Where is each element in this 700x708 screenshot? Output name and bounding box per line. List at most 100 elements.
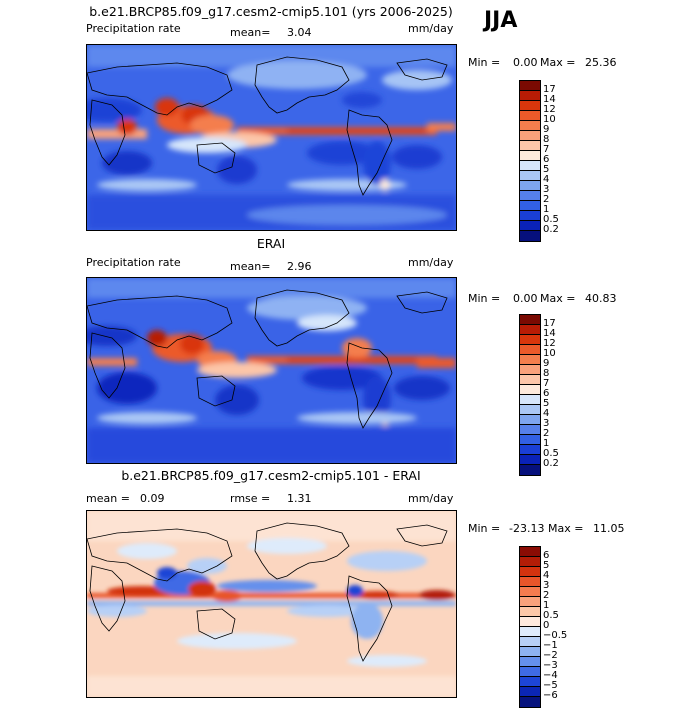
colorbar-tick-label: 8: [543, 134, 550, 145]
colorbar-cell: [520, 617, 540, 627]
colorbar-tick-label: 17: [543, 318, 556, 329]
panel2-mean-value: 2.96: [287, 260, 312, 273]
colorbar-cell: [520, 231, 540, 241]
colorbar-cell: [520, 405, 540, 415]
colorbar-tick-label: 6: [543, 550, 550, 561]
panel3-min-value: -23.13: [509, 522, 545, 535]
colorbar-tick-label: 8: [543, 368, 550, 379]
panel2-colorbar: [519, 314, 541, 476]
panel3-title: b.e21.BRCP85.f09_g17.cesm2-cmip5.101 - E…: [121, 468, 421, 483]
colorbar-cell: [520, 395, 540, 405]
panel1-mean-value: 3.04: [287, 26, 312, 39]
colorbar-cell: [520, 647, 540, 657]
colorbar-cell: [520, 201, 540, 211]
colorbar-tick-label: 12: [543, 104, 556, 115]
colorbar-cell: [520, 335, 540, 345]
colorbar-cell: [520, 677, 540, 687]
colorbar-tick-label: 14: [543, 94, 556, 105]
colorbar-tick-label: −5: [543, 680, 558, 691]
colorbar-tick-label: −0.5: [543, 630, 568, 641]
colorbar-tick-label: 4: [543, 408, 550, 419]
colorbar-cell: [520, 637, 540, 647]
colorbar-tick-label: 5: [543, 560, 550, 571]
colorbar-tick-label: 4: [543, 174, 550, 185]
season-label: JJA: [484, 8, 518, 33]
colorbar-tick-label: −6: [543, 690, 558, 701]
colorbar-tick-label: 0.2: [543, 458, 559, 469]
colorbar-cell: [520, 141, 540, 151]
colorbar-tick-label: 0.2: [543, 224, 559, 235]
colorbar-tick-label: −4: [543, 670, 558, 681]
panel1-variable-label: Precipitation rate: [86, 22, 181, 35]
colorbar-tick-label: 3: [543, 418, 550, 429]
panel3-mean-label: mean =: [86, 492, 130, 505]
colorbar-cell: [520, 81, 540, 91]
colorbar-tick-label: 0.5: [543, 610, 559, 621]
colorbar-cell: [520, 455, 540, 465]
colorbar-tick-label: 0.5: [543, 448, 559, 459]
panel1-min-label: Min =: [468, 56, 501, 69]
colorbar-tick-label: −3: [543, 660, 558, 671]
colorbar-tick-label: −2: [543, 650, 558, 661]
panel3-min-label: Min =: [468, 522, 501, 535]
colorbar-cell: [520, 315, 540, 325]
colorbar-cell: [520, 151, 540, 161]
colorbar-tick-label: 7: [543, 144, 550, 155]
colorbar-tick-label: 2: [543, 428, 550, 439]
colorbar-tick-label: 1: [543, 204, 550, 215]
panel1-min-value: 0.00: [513, 56, 538, 69]
colorbar-cell: [520, 607, 540, 617]
colorbar-cell: [520, 385, 540, 395]
colorbar-cell: [520, 121, 540, 131]
panel3-rmse-value: 1.31: [287, 492, 312, 505]
colorbar-cell: [520, 445, 540, 455]
colorbar-tick-label: 4: [543, 570, 550, 581]
colorbar-tick-label: 10: [543, 114, 556, 125]
colorbar-tick-label: 0: [543, 620, 550, 631]
colorbar-cell: [520, 191, 540, 201]
panel1-units: mm/day: [408, 22, 454, 35]
colorbar-cell: [520, 415, 540, 425]
colorbar-tick-label: 7: [543, 378, 550, 389]
colorbar-cell: [520, 557, 540, 567]
colorbar-cell: [520, 627, 540, 637]
colorbar-tick-label: 5: [543, 398, 550, 409]
panel3-colorbar: [519, 546, 541, 708]
panel2-max-label: Max =: [540, 292, 576, 305]
colorbar-tick-label: 12: [543, 338, 556, 349]
panel3-mean-value: 0.09: [140, 492, 165, 505]
colorbar-tick-label: 2: [543, 590, 550, 601]
colorbar-cell: [520, 161, 540, 171]
panel2-variable-label: Precipitation rate: [86, 256, 181, 269]
colorbar-tick-label: 5: [543, 164, 550, 175]
colorbar-cell: [520, 465, 540, 475]
colorbar-cell: [520, 577, 540, 587]
colorbar-cell: [520, 325, 540, 335]
colorbar-tick-label: 14: [543, 328, 556, 339]
panel2-min-value: 0.00: [513, 292, 538, 305]
colorbar-cell: [520, 375, 540, 385]
colorbar-cell: [520, 547, 540, 557]
panel3-diff-map: [86, 510, 457, 698]
colorbar-cell: [520, 365, 540, 375]
colorbar-cell: [520, 91, 540, 101]
panel2-min-label: Min =: [468, 292, 501, 305]
colorbar-cell: [520, 211, 540, 221]
panel2-precip-map: [86, 277, 457, 464]
colorbar-cell: [520, 667, 540, 677]
colorbar-tick-label: 9: [543, 358, 550, 369]
colorbar-tick-label: 6: [543, 154, 550, 165]
colorbar-cell: [520, 587, 540, 597]
panel1-max-label: Max =: [540, 56, 576, 69]
colorbar-cell: [520, 657, 540, 667]
colorbar-cell: [520, 597, 540, 607]
panel2-title: ERAI: [256, 236, 286, 251]
colorbar-tick-label: 2: [543, 194, 550, 205]
colorbar-cell: [520, 687, 540, 697]
colorbar-tick-label: 9: [543, 124, 550, 135]
colorbar-cell: [520, 221, 540, 231]
panel1-title: b.e21.BRCP85.f09_g17.cesm2-cmip5.101 (yr…: [89, 4, 453, 19]
panel2-units: mm/day: [408, 256, 454, 269]
colorbar-cell: [520, 171, 540, 181]
colorbar-tick-label: 3: [543, 184, 550, 195]
